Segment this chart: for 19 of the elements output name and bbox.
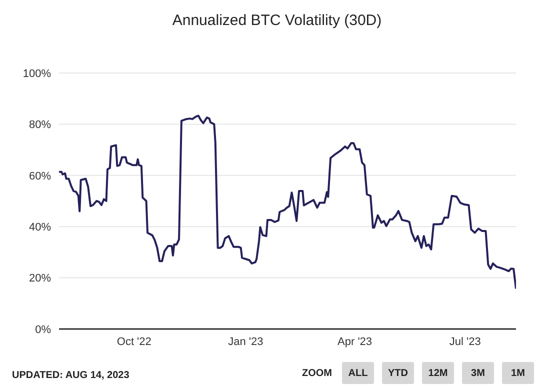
zoom-button: ALL (342, 362, 374, 384)
y-tick-label: 20% (28, 272, 52, 285)
y-tick-label: 100% (22, 68, 52, 80)
y-tick-label: 0% (35, 324, 52, 336)
zoom-button: 1M (502, 362, 534, 384)
zoom-button: 3M (462, 362, 494, 384)
line-series (59, 114, 516, 290)
y-tick-label: 80% (28, 119, 52, 132)
zoom-button: YTD (382, 362, 414, 384)
x-tick-label: Jul '23 (449, 336, 481, 348)
text: ZOOM (302, 368, 332, 378)
x-tick-label: Jan '23 (228, 336, 264, 348)
text: UPDATED: AUG 14, 2023 (12, 370, 130, 381)
chart-title: Annualized BTC Volatility (30D) (171, 12, 383, 29)
x-tick-label: Apr '23 (338, 336, 372, 348)
x-tick-label: Oct '22 (116, 336, 152, 348)
y-tick-label: 60% (28, 170, 52, 182)
y-tick-label: 40% (28, 222, 52, 234)
zoom-button: 12M (422, 362, 454, 384)
